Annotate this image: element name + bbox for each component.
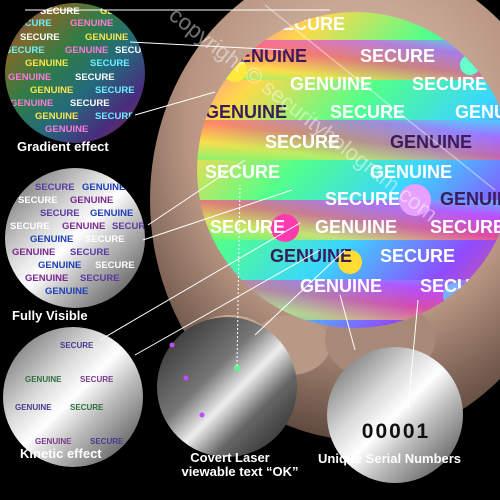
sample-serial-disc [327, 347, 463, 483]
visible-sample-word: GENUINE [90, 208, 133, 219]
caption-kinetic-effect: Kinetic effect [20, 446, 102, 461]
hologram-word-layer: SECURE GENUINE SECURE GENUINE SECURE GENUINE S… [205, 14, 500, 296]
main-hologram-word: SECURE [265, 132, 340, 152]
visible-sample-word: GENUINE [82, 182, 125, 193]
gradient-sample-word: SECURE [75, 72, 115, 83]
gradient-sample-word: GENUINE [45, 124, 88, 135]
sample-visible-words: SECURE GENUINE SECURE GENUINE SECURE GENUINE S… [10, 182, 152, 297]
main-hologram-word: SECURE [330, 102, 405, 122]
gradient-sample-word: SECURE [95, 85, 135, 96]
main-hologram-word: SECURE [210, 217, 285, 237]
sample-gradient-pattern [5, 3, 145, 143]
main-hologram-word: GENUINE [390, 132, 472, 152]
gradient-sample-word: GENUINE [100, 6, 143, 17]
main-hologram-word: GENUINE [370, 162, 452, 182]
kinetic-sample-word: GENUINE [15, 403, 52, 412]
sample-kinetic-words: SECURE GENUINE SECURE GENUINE SECURE GENUINE S… [15, 341, 124, 446]
caption-covert-laser-line2: viewable text “OK” [181, 464, 299, 479]
gradient-sample-word: SECURE [90, 58, 130, 69]
gradient-sample-word: GENUINE [10, 98, 53, 109]
main-hologram [197, 12, 500, 328]
main-hologram-word: SECURE [412, 74, 487, 94]
main-hologram-word: SECURE [360, 46, 435, 66]
visible-sample-word: SECURE [18, 195, 58, 206]
visible-sample-word: GENUINE [30, 234, 73, 245]
gradient-sample-word: SECURE [95, 111, 135, 122]
pointer-lines [25, 9, 419, 411]
kinetic-sample-word: SECURE [60, 341, 94, 350]
visible-sample-word: SECURE [80, 273, 120, 284]
kinetic-sample-word: SECURE [90, 437, 124, 446]
main-hologram-word: SECURE [430, 217, 500, 237]
sample-visible-disc [5, 168, 145, 308]
gradient-sample-word: GENUINE [70, 18, 113, 29]
kinetic-sample-word: GENUINE [35, 437, 72, 446]
sample-kinetic-disc [3, 327, 143, 467]
visible-sample-word: SECURE [85, 234, 125, 245]
gradient-sample-word: SECURE [12, 18, 52, 29]
visible-sample-word: GENUINE [45, 286, 88, 297]
covert-dots [169, 342, 240, 418]
main-hologram-word: GENUINE [270, 246, 352, 266]
main-hologram-word: GENUINE [440, 189, 500, 209]
main-hologram-word: GENUINE [300, 276, 382, 296]
visible-sample-word: GENUINE [62, 221, 105, 232]
kinetic-sample-word: SECURE [80, 375, 114, 384]
sample-covert-disc [157, 317, 297, 457]
gradient-sample-word: SECURE [20, 32, 60, 43]
visible-sample-word: GENUINE [38, 260, 81, 271]
main-hologram-word: GENUINE [290, 74, 372, 94]
gradient-sample-word: GENUINE [65, 45, 108, 56]
gradient-sample-word: GENUINE [85, 32, 128, 43]
visible-sample-word: GENUINE [12, 247, 55, 258]
visible-sample-word: GENUINE [70, 195, 113, 206]
gradient-sample-word: SECURE [115, 45, 155, 56]
caption-fully-visible: Fully Visible [12, 308, 88, 323]
visible-sample-word: SECURE [40, 208, 80, 219]
main-hologram-word: GENUINE [455, 102, 500, 122]
gradient-sample-word: SECURE [5, 45, 45, 56]
main-hologram-word: SECURE [205, 162, 280, 182]
gradient-sample-word: GENUINE [30, 85, 73, 96]
caption-unique-serial-numbers: Unique Serial Numbers [318, 451, 462, 466]
main-hologram-word: SECURE [325, 189, 400, 209]
visible-sample-word: GENUINE [25, 273, 68, 284]
caption-gradient-effect: Gradient effect [17, 139, 109, 154]
main-hologram-word: SECURE [380, 246, 455, 266]
gradient-sample-word: GENUINE [25, 58, 68, 69]
visible-sample-word: SECURE [35, 182, 75, 193]
kinetic-sample-word: GENUINE [25, 375, 62, 384]
gradient-sample-word: SECURE [70, 98, 110, 109]
main-hologram-word: GENUINE [205, 102, 287, 122]
gradient-sample-word: SECURE [40, 6, 80, 17]
visible-sample-word: SECURE [10, 221, 50, 232]
watermark-stroke [264, 4, 496, 191]
caption-covert-laser-line1: Covert Laser [190, 450, 270, 465]
serial-number: 00001 [361, 420, 431, 443]
gradient-sample-word: GENUINE [8, 72, 51, 83]
visible-sample-word: SECURE [70, 247, 110, 258]
gradient-sample-word: GENUINE [35, 111, 78, 122]
visible-sample-word: SECURE [112, 221, 152, 232]
visible-sample-word: SECURE [95, 260, 135, 271]
kinetic-sample-word: SECURE [70, 403, 104, 412]
main-hologram-word: GENUINE [315, 217, 397, 237]
